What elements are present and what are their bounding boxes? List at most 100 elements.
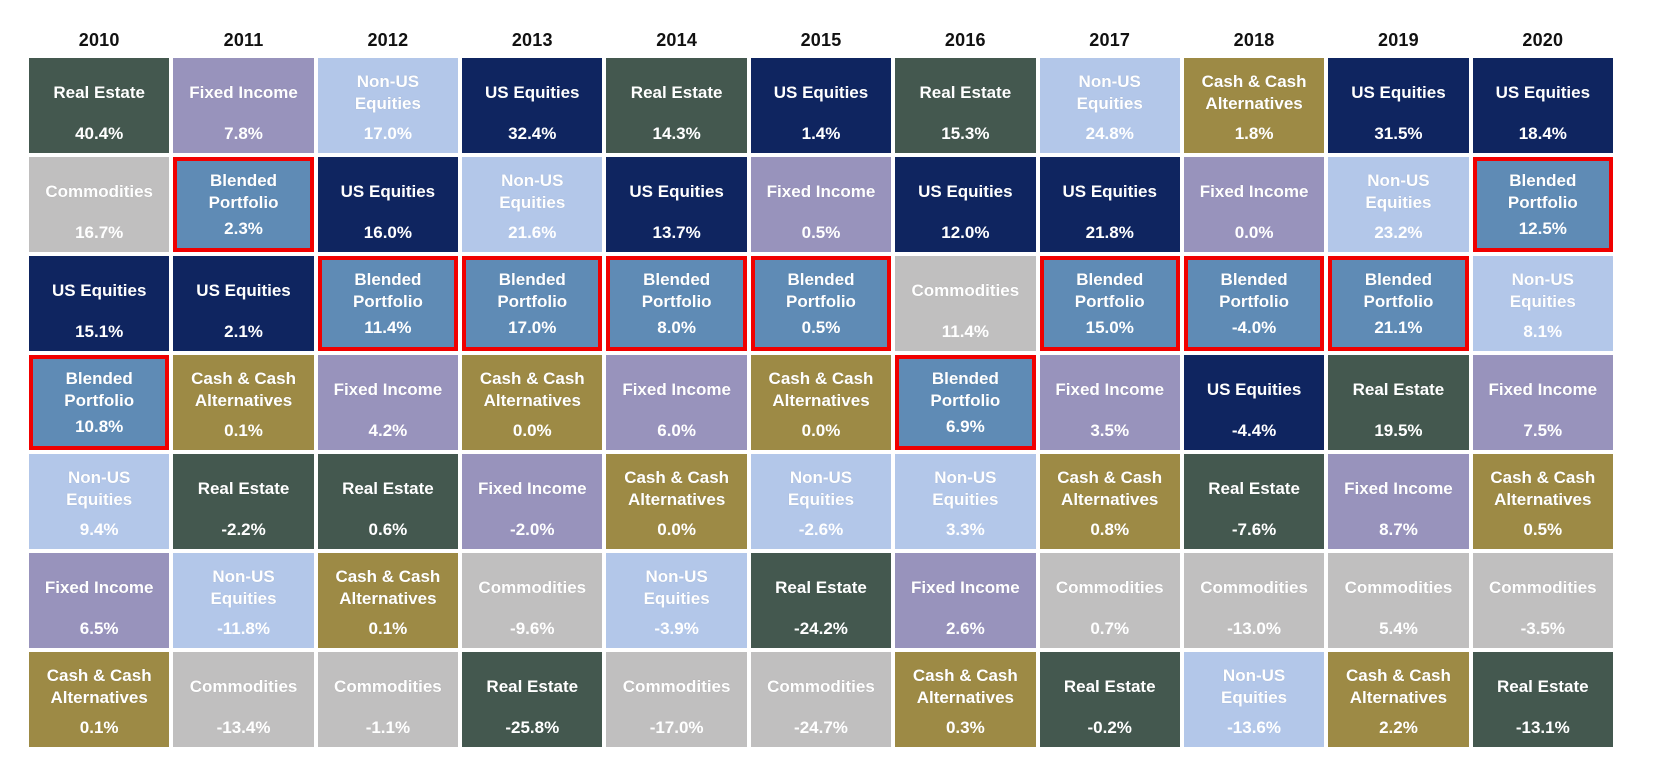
asset-label: US Equities <box>196 280 291 300</box>
asset-returns-quilt: 2010 2011 2012 2013 2014 2015 2016 2017 2018 2019… <box>29 30 1613 747</box>
year-header-2013: 2013 <box>511 30 553 50</box>
asset-label: Real Estate <box>1496 676 1589 696</box>
cell-2012-rank-1: Non-US Equities 17.0% <box>317 58 459 153</box>
cell-2017-rank-3: Blended Portfolio 15.0% <box>1039 256 1180 351</box>
asset-label: Cash & Cash Alternatives <box>1346 666 1451 707</box>
return-value: 2.6% <box>945 619 985 638</box>
cell-2020-rank-4: Fixed Income 7.5% <box>1472 355 1613 450</box>
asset-label: Fixed Income <box>1488 379 1598 399</box>
asset-label: Real Estate <box>53 82 146 102</box>
cell-2020-rank-6: Commodities -3.5% <box>1472 553 1613 648</box>
asset-label: Blended Portfolio <box>1219 270 1290 311</box>
cell-2011-rank-1: Fixed Income 7.8% <box>173 58 314 153</box>
return-value: -0.2% <box>1087 718 1132 737</box>
asset-label: Blended Portfolio <box>208 171 279 212</box>
cell-2014-rank-5: Cash & Cash Alternatives 0.0% <box>606 454 747 549</box>
cell-2016-rank-4: Blended Portfolio 6.9% <box>895 355 1036 450</box>
asset-label: Real Estate <box>197 478 290 498</box>
asset-label: Non-US Equities <box>932 468 999 509</box>
return-value: 17.0% <box>508 318 557 337</box>
cell-2012-rank-6: Cash & Cash Alternatives 0.1% <box>317 553 459 648</box>
asset-label: Cash & Cash Alternatives <box>46 666 152 707</box>
asset-label: Real Estate <box>342 478 434 498</box>
asset-label: US Equities <box>1062 181 1157 201</box>
cell-2019-rank-2: Non-US Equities 23.2% <box>1328 157 1469 252</box>
quilt-grid: Real Estate 40.4% Commodities 16.7% US Equit… <box>29 58 1613 747</box>
return-value: -3.5% <box>1520 619 1566 638</box>
cell-2010-rank-2: Commodities 16.7% <box>29 157 170 252</box>
return-value: -4.0% <box>1231 318 1277 337</box>
cell-2012-rank-4: Fixed Income 4.2% <box>317 355 459 450</box>
cell-2011-rank-3: US Equities 2.1% <box>173 256 314 351</box>
return-value: 18.4% <box>1518 124 1567 143</box>
return-value: 16.7% <box>75 223 124 242</box>
year-header-2012: 2012 <box>367 30 409 50</box>
cell-2013-rank-5: Fixed Income -2.0% <box>462 454 603 549</box>
cell-2015-rank-4: Cash & Cash Alternatives 0.0% <box>750 355 892 450</box>
return-value: -2.6% <box>798 520 844 539</box>
cell-2018-rank-4: US Equities -4.4% <box>1183 355 1325 450</box>
cell-2018-rank-6: Commodities -13.0% <box>1183 553 1325 648</box>
cell-2014-rank-1: Real Estate 14.3% <box>606 58 747 153</box>
cell-2010-rank-5: Non-US Equities 9.4% <box>29 454 170 549</box>
cell-2013-rank-3: Blended Portfolio 17.0% <box>462 256 603 351</box>
return-value: 0.0% <box>1234 223 1274 242</box>
return-value: 0.0% <box>512 421 552 440</box>
asset-label: Fixed Income <box>477 478 587 498</box>
cell-2014-rank-2: US Equities 13.7% <box>606 157 747 252</box>
cell-2015-rank-6: Real Estate -24.2% <box>750 553 892 648</box>
cell-2010-rank-6: Fixed Income 6.5% <box>29 553 170 648</box>
return-value: 0.5% <box>801 318 841 337</box>
return-value: -4.4% <box>1231 421 1277 440</box>
return-value: 0.1% <box>79 718 119 737</box>
cell-2019-rank-5: Fixed Income 8.7% <box>1328 454 1469 549</box>
asset-label: Blended Portfolio <box>1363 270 1434 311</box>
return-value: 0.5% <box>801 223 841 242</box>
cell-2017-rank-7: Real Estate -0.2% <box>1039 652 1180 747</box>
asset-label: Commodities <box>1488 577 1597 597</box>
year-header-2020: 2020 <box>1522 30 1564 50</box>
return-value: -17.0% <box>649 718 704 737</box>
cell-2018-rank-1: Cash & Cash Alternatives 1.8% <box>1183 58 1325 153</box>
return-value: 21.8% <box>1085 223 1134 242</box>
return-value: 10.8% <box>75 417 124 436</box>
cell-2015-rank-5: Non-US Equities -2.6% <box>750 454 892 549</box>
return-value: 3.5% <box>1090 421 1130 440</box>
asset-label: Non-US Equities <box>1365 171 1432 212</box>
cell-2019-rank-6: Commodities 5.4% <box>1328 553 1469 648</box>
return-value: 11.4% <box>941 322 989 341</box>
year-header-row: 2010 2011 2012 2013 2014 2015 2016 2017 2018 2019… <box>29 30 1613 51</box>
return-value: -24.2% <box>794 619 848 638</box>
return-value: -9.6% <box>510 619 555 638</box>
cell-2020-rank-3: Non-US Equities 8.1% <box>1472 256 1613 351</box>
cell-2010-rank-7: Cash & Cash Alternatives 0.1% <box>29 652 170 747</box>
return-value: -3.9% <box>654 619 699 638</box>
asset-label: Real Estate <box>630 82 723 102</box>
return-value: 9.4% <box>79 520 119 539</box>
return-value: 0.3% <box>945 718 985 737</box>
return-value: 0.8% <box>1090 520 1130 539</box>
cell-2012-rank-7: Commodities -1.1% <box>317 652 459 747</box>
asset-label: US Equities <box>51 280 147 300</box>
cell-2015-rank-7: Commodities -24.7% <box>750 652 892 747</box>
asset-label: Non-US Equities <box>1221 666 1288 707</box>
asset-label: Fixed Income <box>44 577 154 597</box>
cell-2019-rank-1: US Equities 31.5% <box>1328 58 1469 153</box>
year-header-2016: 2016 <box>944 30 986 50</box>
cell-2016-rank-2: US Equities 12.0% <box>895 157 1036 252</box>
asset-label: Cash & Cash Alternatives <box>768 369 874 410</box>
asset-label: Real Estate <box>919 82 1012 102</box>
return-value: -11.8% <box>217 619 270 638</box>
asset-label: Non-US Equities <box>1509 270 1576 311</box>
return-value: 7.5% <box>1523 421 1563 440</box>
asset-label: US Equities <box>340 181 436 201</box>
return-value: 0.1% <box>368 619 408 638</box>
return-value: 15.1% <box>75 322 124 341</box>
return-value: 11.4% <box>364 318 412 337</box>
return-value: 21.1% <box>1374 318 1423 337</box>
return-value: 40.4% <box>75 124 124 143</box>
return-value: 6.0% <box>657 421 696 440</box>
return-value: 24.8% <box>1085 124 1134 143</box>
asset-label: US Equities <box>1351 82 1446 102</box>
